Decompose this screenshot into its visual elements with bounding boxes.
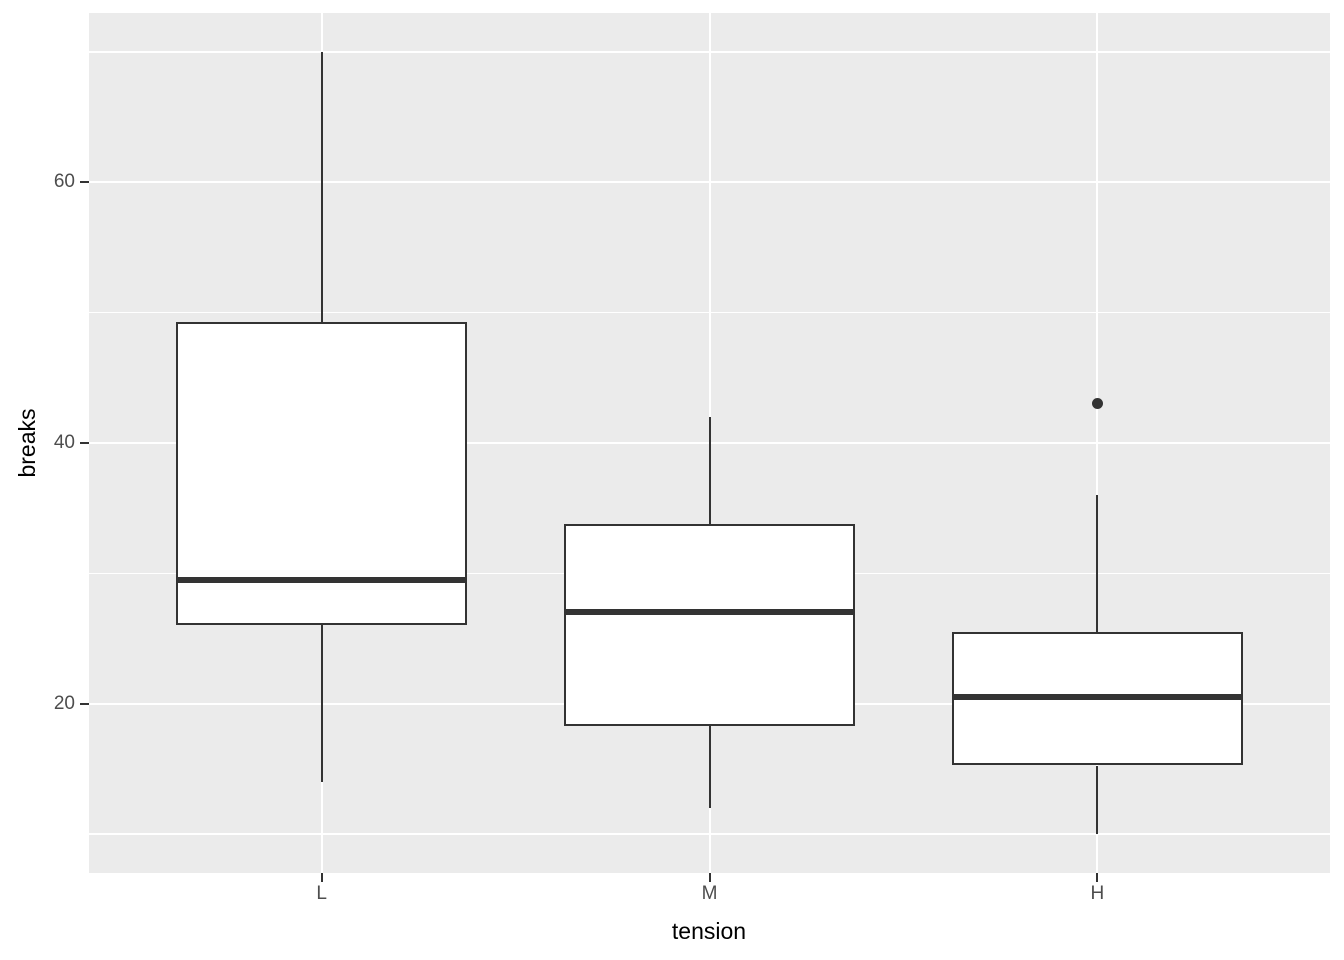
- y-tick-label: 60: [53, 171, 75, 193]
- x-axis-title: tension: [671, 918, 747, 944]
- x-tick-mark: [320, 873, 323, 882]
- y-tick-label: 40: [53, 432, 75, 453]
- x-tick-label: L: [316, 883, 327, 904]
- y-tick-label: 20: [53, 692, 75, 714]
- x-tick-label: H: [1090, 883, 1105, 904]
- plot-panel: [89, 13, 1330, 873]
- median-line: [564, 609, 855, 616]
- median-line: [176, 576, 468, 583]
- lower-whisker: [320, 625, 323, 782]
- y-tick-mark: [80, 702, 89, 705]
- upper-whisker: [708, 416, 711, 525]
- box-M: [564, 524, 855, 727]
- y-tick-mark: [80, 442, 89, 444]
- y-tick-mark: [80, 181, 89, 184]
- vertical-gridline: [1096, 13, 1099, 873]
- x-tick-mark: [1096, 873, 1099, 882]
- x-tick-mark: [708, 873, 711, 882]
- lower-whisker: [1096, 765, 1099, 834]
- x-tick-label: M: [701, 883, 718, 904]
- box-L: [176, 322, 468, 626]
- outlier-point: [1091, 398, 1103, 410]
- upper-whisker: [320, 52, 323, 323]
- upper-whisker: [1096, 495, 1099, 632]
- median-line: [951, 694, 1243, 701]
- lower-whisker: [708, 726, 711, 808]
- y-axis-title: breaks: [14, 408, 40, 478]
